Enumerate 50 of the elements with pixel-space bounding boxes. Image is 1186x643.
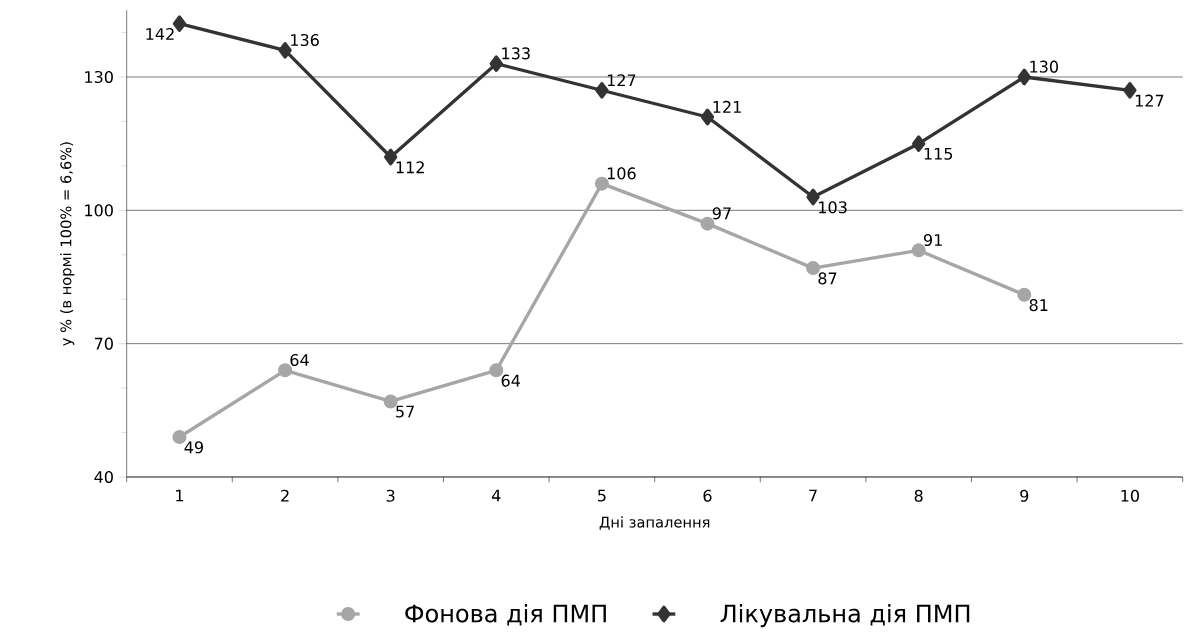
x-tick-label: 5 bbox=[598, 489, 606, 502]
data-label: 97 bbox=[712, 207, 731, 220]
y-tick-label: 70 bbox=[94, 337, 113, 350]
legend-label: Фонова дія ПМП bbox=[405, 603, 606, 626]
point bbox=[172, 15, 187, 32]
data-label: 130 bbox=[1030, 60, 1059, 73]
point bbox=[383, 394, 398, 409]
y-axis-title: у % (в нормі 100% = 6,6%) bbox=[60, 142, 75, 346]
point bbox=[489, 55, 503, 72]
data-label: 112 bbox=[396, 161, 424, 174]
x-tick-label: 6 bbox=[703, 489, 712, 502]
x-tick-label: 4 bbox=[491, 489, 501, 502]
x-tick-label: 7 bbox=[809, 489, 817, 502]
data-label: 103 bbox=[819, 201, 847, 214]
y-tick-label: 100 bbox=[85, 204, 113, 217]
y-tick-label: 40 bbox=[94, 470, 113, 484]
data-label: 64 bbox=[290, 353, 309, 367]
data-label: 121 bbox=[713, 100, 741, 113]
data-label: 115 bbox=[924, 147, 953, 160]
point bbox=[806, 188, 820, 206]
x-tick-label: 2 bbox=[281, 489, 289, 502]
data-label: 64 bbox=[501, 374, 520, 387]
data-label: 106 bbox=[607, 167, 636, 180]
x-tick-label: 1 bbox=[176, 489, 184, 502]
point bbox=[1123, 81, 1137, 99]
point bbox=[700, 108, 715, 126]
point bbox=[384, 148, 398, 166]
y-tick-label: 130 bbox=[85, 70, 113, 84]
data-label: 87 bbox=[818, 272, 837, 285]
data-label: 133 bbox=[502, 47, 530, 60]
data-label: 91 bbox=[923, 233, 942, 247]
point bbox=[594, 176, 609, 191]
x-tick-label: 9 bbox=[1020, 489, 1029, 502]
data-label: 81 bbox=[1029, 299, 1048, 312]
data-label: 127 bbox=[607, 74, 636, 87]
x-axis-title: Дні запалення bbox=[599, 516, 710, 530]
x-tick-label: 8 bbox=[914, 489, 923, 502]
point bbox=[1017, 68, 1031, 86]
point bbox=[278, 41, 292, 59]
data-label: 136 bbox=[291, 33, 319, 47]
data-label: 57 bbox=[396, 405, 414, 418]
point bbox=[595, 81, 609, 99]
x-tick-label: 10 bbox=[1121, 489, 1139, 502]
data-label: 49 bbox=[184, 441, 203, 454]
data-label: 142 bbox=[146, 27, 174, 40]
x-tick-label: 3 bbox=[386, 489, 395, 502]
point bbox=[911, 243, 926, 258]
legend-label: Лікувальна дія ПМП bbox=[720, 603, 970, 628]
data-label: 127 bbox=[1135, 94, 1164, 107]
point bbox=[912, 135, 926, 152]
